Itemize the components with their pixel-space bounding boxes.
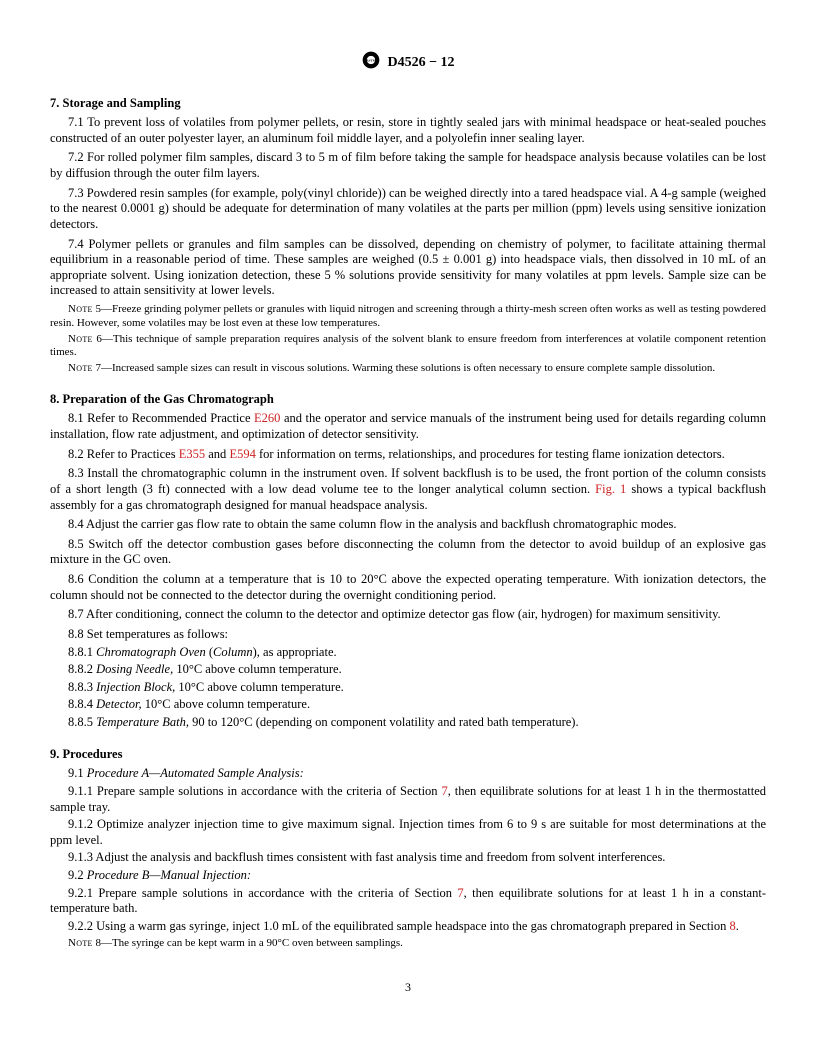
para-8-1: 8.1 Refer to Recommended Practice E260 a…	[50, 411, 766, 442]
note-5: Note 5—Freeze grinding polymer pellets o…	[50, 303, 766, 331]
para-9-2-2: 9.2.2 Using a warm gas syringe, inject 1…	[50, 919, 766, 935]
link-fig1[interactable]: Fig. 1	[595, 482, 626, 496]
para-9-1-1: 9.1.1 Prepare sample solutions in accord…	[50, 784, 766, 815]
para-8-8: 8.8 Set temperatures as follows:	[50, 627, 766, 643]
para-7-3: 7.3 Powdered resin samples (for example,…	[50, 186, 766, 233]
para-8-3: 8.3 Install the chromatographic column i…	[50, 466, 766, 513]
para-8-8-5: 8.8.5 Temperature Bath, 90 to 120°C (dep…	[50, 715, 766, 731]
para-9-2: 9.2 Procedure B—Manual Injection:	[50, 868, 766, 884]
doc-header: ASTM D4526 − 12	[50, 50, 766, 76]
page-number: 3	[50, 980, 766, 995]
astm-logo-icon: ASTM	[361, 50, 381, 76]
para-7-2: 7.2 For rolled polymer film samples, dis…	[50, 150, 766, 181]
para-9-1: 9.1 Procedure A—Automated Sample Analysi…	[50, 766, 766, 782]
para-9-1-3: 9.1.3 Adjust the analysis and backflush …	[50, 850, 766, 866]
para-8-8-2: 8.8.2 Dosing Needle, 10°C above column t…	[50, 662, 766, 678]
para-7-1: 7.1 To prevent loss of volatiles from po…	[50, 115, 766, 146]
para-8-2: 8.2 Refer to Practices E355 and E594 for…	[50, 447, 766, 463]
para-8-8-3: 8.8.3 Injection Block, 10°C above column…	[50, 680, 766, 696]
para-8-6: 8.6 Condition the column at a temperatur…	[50, 572, 766, 603]
note-8: Note 8—The syringe can be kept warm in a…	[50, 937, 766, 951]
para-8-4: 8.4 Adjust the carrier gas flow rate to …	[50, 517, 766, 533]
para-8-8-4: 8.8.4 Detector, 10°C above column temper…	[50, 697, 766, 713]
link-e594[interactable]: E594	[229, 447, 255, 461]
note-6: Note 6—This technique of sample preparat…	[50, 333, 766, 361]
para-8-7: 8.7 After conditioning, connect the colu…	[50, 607, 766, 623]
section-7-title: 7. Storage and Sampling	[50, 96, 766, 112]
doc-designation: D4526 − 12	[387, 54, 454, 72]
para-8-8-1: 8.8.1 Chromatograph Oven (Column), as ap…	[50, 645, 766, 661]
link-e260[interactable]: E260	[254, 411, 280, 425]
section-9-title: 9. Procedures	[50, 747, 766, 763]
para-9-1-2: 9.1.2 Optimize analyzer injection time t…	[50, 817, 766, 848]
para-7-4: 7.4 Polymer pellets or granules and film…	[50, 237, 766, 300]
svg-text:ASTM: ASTM	[367, 59, 377, 63]
section-8-title: 8. Preparation of the Gas Chromatograph	[50, 392, 766, 408]
link-e355[interactable]: E355	[179, 447, 205, 461]
note-7: Note 7—Increased sample sizes can result…	[50, 362, 766, 376]
para-9-2-1: 9.2.1 Prepare sample solutions in accord…	[50, 886, 766, 917]
para-8-5: 8.5 Switch off the detector combustion g…	[50, 537, 766, 568]
